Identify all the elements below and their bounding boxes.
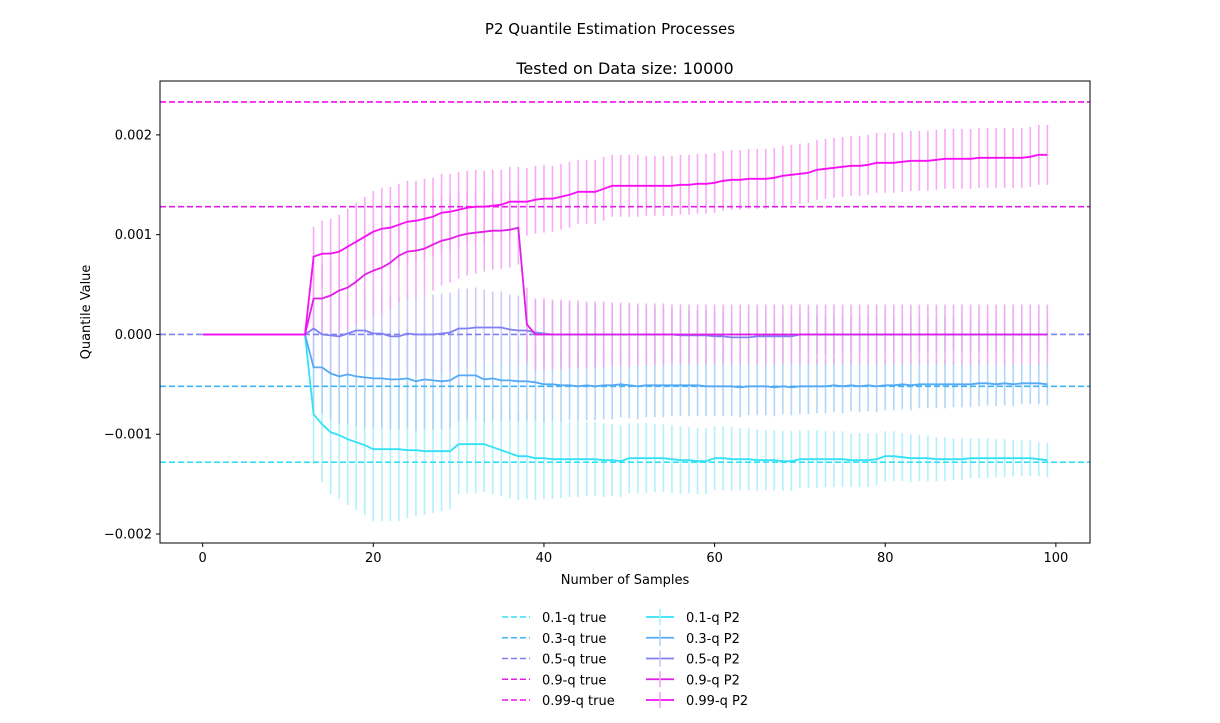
- y-axis: −0.002 −0.001 0.000 0.001 0.002: [104, 128, 160, 543]
- y-tick-label: 0.002: [115, 128, 152, 143]
- y-axis-label: Quantile Value: [79, 265, 94, 360]
- x-axis-label: Number of Samples: [561, 573, 690, 588]
- legend-label: 0.5-q P2: [686, 653, 740, 668]
- plot-frame: [159, 80, 1091, 544]
- legend-label: 0.3-q P2: [686, 632, 740, 647]
- x-tick-label: 0: [199, 551, 207, 566]
- legend-label: 0.99-q true: [542, 694, 615, 709]
- x-tick-label: 40: [536, 551, 553, 566]
- y-tick-label: −0.002: [104, 528, 152, 543]
- chart-suptitle: P2 Quantile Estimation Processes: [485, 20, 735, 38]
- legend-label: 0.1-q true: [542, 611, 606, 626]
- x-axis: 0 20 40 60 80 100: [199, 543, 1068, 566]
- legend-label: 0.3-q true: [542, 632, 606, 647]
- y-tick-label: −0.001: [104, 428, 152, 443]
- x-tick-label: 60: [706, 551, 723, 566]
- series-line-2: [202, 333, 1048, 389]
- series-line-1: [202, 333, 1048, 463]
- x-tick-label: 100: [1043, 551, 1068, 566]
- y-tick-label: 0.001: [115, 228, 152, 243]
- y-tick-label: 0.000: [115, 328, 152, 343]
- legend-label: 0.99-q P2: [686, 694, 748, 709]
- legend-label: 0.1-q P2: [686, 611, 740, 626]
- plot-area: [160, 101, 1090, 522]
- series-line-4: [202, 226, 1048, 336]
- legend-label: 0.9-q true: [542, 673, 606, 688]
- x-tick-label: 20: [365, 551, 382, 566]
- series-line-3: [202, 326, 1048, 339]
- series-line-5: [202, 153, 1048, 336]
- x-tick-label: 80: [877, 551, 894, 566]
- legend-label: 0.5-q true: [542, 653, 606, 668]
- chart-title: Tested on Data size: 10000: [515, 59, 733, 78]
- errorbars-4: [312, 190, 1049, 371]
- legend-label: 0.9-q P2: [686, 673, 740, 688]
- legend: 0.1-q true 0.3-q true 0.5-q true 0.9-q true…: [502, 609, 748, 709]
